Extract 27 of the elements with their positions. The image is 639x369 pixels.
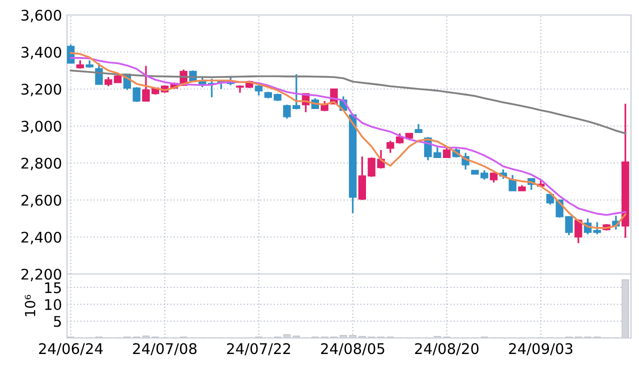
- y-axis-title: 10⁶: [24, 294, 36, 316]
- y-tick-label: 5: [54, 316, 61, 327]
- candlestick: [490, 172, 498, 184]
- x-tick-label: 24/07/08: [133, 343, 197, 356]
- y-tick-label: 3,200: [22, 84, 62, 96]
- line-series: [70, 70, 626, 134]
- x-tick-label: 24/08/20: [415, 343, 479, 356]
- y-tick-label: 15: [45, 282, 61, 294]
- candlestick: [386, 140, 394, 154]
- y-tick-label: 10: [45, 299, 62, 310]
- candlestick: [574, 218, 582, 244]
- y-tick-label: 2,200: [21, 268, 62, 282]
- candlestick: [95, 62, 103, 86]
- y-tick-label: 3,400: [22, 46, 62, 60]
- y-tick-label: 3,000: [22, 120, 62, 134]
- candlestick: [593, 221, 602, 236]
- candlestick: [442, 147, 451, 158]
- y-tick-label: 2,400: [21, 232, 62, 244]
- x-tick-label: 24/09/03: [509, 343, 572, 356]
- candlestick: [104, 76, 112, 88]
- candlestick: [508, 174, 516, 192]
- x-tick-label: 24/08/05: [321, 343, 384, 356]
- y-tick-label: 2,800: [21, 158, 62, 170]
- x-tick-label: 24/06/24: [39, 343, 103, 356]
- x-tick-label: 24/07/22: [227, 343, 290, 356]
- y-tick-label: 3,600: [22, 10, 62, 22]
- y-tick-label: 2,600: [21, 194, 62, 208]
